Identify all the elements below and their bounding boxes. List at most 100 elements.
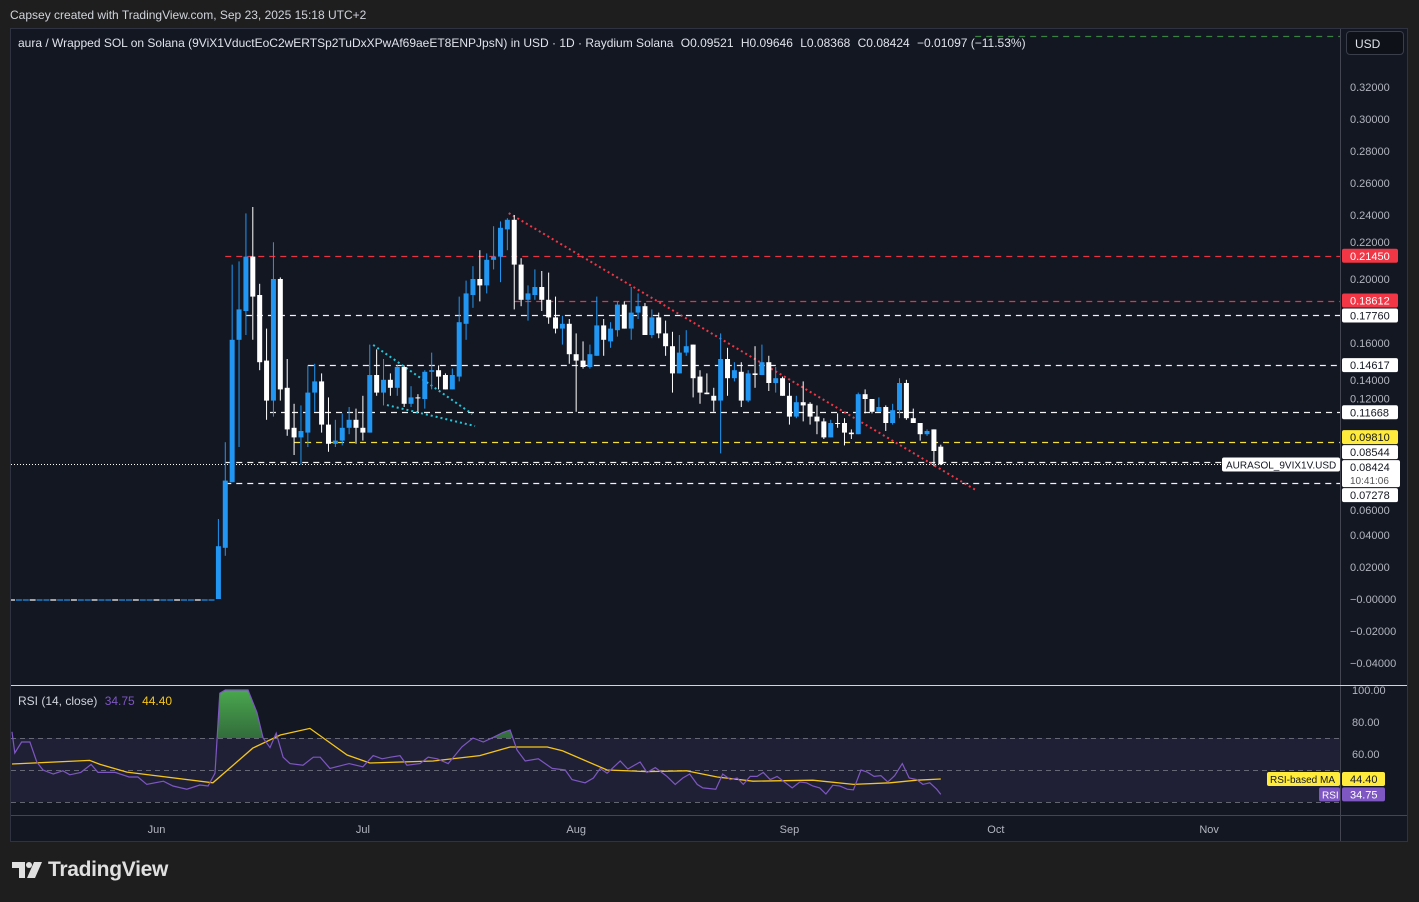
ohlc-change: −0.01097 (−11.53%) xyxy=(917,36,1026,50)
rsi-ma-name-bg xyxy=(1267,771,1340,786)
candle-body xyxy=(504,219,510,230)
candle-body xyxy=(780,378,786,396)
candle-body xyxy=(862,394,868,399)
candle-body xyxy=(394,367,400,388)
logo-text: TradingView xyxy=(48,858,169,881)
ohlc-close: C0.08424 xyxy=(857,36,910,50)
level-price-label: 0.21450 xyxy=(1350,251,1390,263)
candle-body xyxy=(470,279,476,295)
rsi-tick-label: 80.00 xyxy=(1352,717,1380,729)
candle-body xyxy=(855,394,861,435)
candle-body xyxy=(229,339,235,483)
candle-body xyxy=(738,371,744,401)
price-tick-label: −0.02000 xyxy=(1350,626,1396,638)
candle-body xyxy=(401,367,407,404)
price-labels: 0.21450 0.18612 0.17760 0.14617 0.11668 0.098… xyxy=(1222,248,1400,802)
price-tick-label: 0.26000 xyxy=(1350,178,1390,190)
candle-body xyxy=(704,392,710,395)
symbol-title[interactable]: aura / Wrapped SOL on Solana (9ViX1Vduct… xyxy=(18,36,674,50)
candle-body xyxy=(725,359,731,379)
price-tick-label: 0.02000 xyxy=(1350,562,1390,574)
candle-body xyxy=(828,423,834,438)
candle-body xyxy=(931,429,937,451)
price-tick-label: 0.14000 xyxy=(1350,375,1390,387)
rsi-ma-line xyxy=(11,727,941,786)
candle-body xyxy=(236,309,242,340)
rsi-legend-value: 34.75 xyxy=(104,694,135,708)
candle-body xyxy=(814,416,820,422)
candle-body xyxy=(759,362,765,375)
candle-body xyxy=(257,295,263,363)
cyan-trendline xyxy=(386,404,476,428)
candle-body xyxy=(766,362,772,383)
candle-body xyxy=(243,256,249,311)
candle-body xyxy=(938,446,944,465)
rsi-value-bg xyxy=(1342,787,1385,802)
candle-body xyxy=(752,373,758,375)
horizontal-levels xyxy=(11,35,1340,485)
candle-body xyxy=(353,419,359,428)
rsi-ma-name: RSI-based MA xyxy=(1270,775,1335,786)
candle-body xyxy=(408,397,414,404)
candle-body xyxy=(511,219,517,265)
candle-body xyxy=(841,423,847,433)
candle-body xyxy=(415,397,421,399)
level-price-label-bg xyxy=(1342,358,1398,373)
candle-body xyxy=(601,325,607,340)
candle-body xyxy=(800,402,806,406)
candle-body xyxy=(277,279,283,390)
rsi-ma-legend-value: 44.40 xyxy=(142,694,173,708)
candle-body xyxy=(374,375,380,393)
candle-body xyxy=(821,421,827,438)
candle-body xyxy=(497,227,503,257)
candle-body xyxy=(532,287,538,295)
rsi-name: RSI xyxy=(1322,790,1339,801)
rsi-name-bg xyxy=(1319,787,1340,802)
candle-body xyxy=(683,346,689,353)
level-price-label-bg xyxy=(1342,430,1398,445)
candle-body xyxy=(573,354,579,361)
candle-body xyxy=(387,379,393,388)
candle-body xyxy=(305,392,311,433)
tradingview-logo[interactable]: TradingView xyxy=(12,858,168,882)
candle-body xyxy=(442,375,448,390)
rsi-value: 34.75 xyxy=(1350,789,1378,801)
ohlc-open: O0.09521 xyxy=(680,36,734,50)
rsi-line xyxy=(11,689,942,795)
candle-body xyxy=(608,328,614,342)
time-axis[interactable]: Jun Jul Aug Sep Oct Nov xyxy=(148,824,1220,836)
candle-body xyxy=(848,432,854,435)
candle-body xyxy=(222,480,228,548)
currency-button[interactable]: USD xyxy=(1346,31,1404,55)
candle-body xyxy=(924,431,930,435)
price-tick-label: 0.24000 xyxy=(1350,210,1390,222)
level-price-label-bg xyxy=(1342,248,1398,263)
level-price-label: 0.17760 xyxy=(1350,311,1390,323)
time-tick-label: Jun xyxy=(148,824,166,836)
candle-body xyxy=(773,378,779,383)
candle-body xyxy=(690,344,696,379)
candle-body xyxy=(711,395,717,401)
candle-body xyxy=(546,299,552,318)
candle-body xyxy=(697,376,703,393)
time-tick-label: Oct xyxy=(987,824,1004,836)
candle-body xyxy=(346,419,352,428)
candle-body xyxy=(656,317,662,334)
time-tick-label: Jul xyxy=(356,824,370,836)
candle-body xyxy=(718,359,724,401)
level-price-label: 0.14617 xyxy=(1350,360,1390,372)
price-tick-label: 0.06000 xyxy=(1350,505,1390,517)
rsi-pane xyxy=(11,689,1340,803)
price-axis[interactable]: 0.32000 0.30000 0.28000 0.26000 0.24000 0.220… xyxy=(1350,82,1396,761)
ohlc-high: H0.09646 xyxy=(740,36,793,50)
candle-body xyxy=(553,317,559,329)
price-tick-label: 0.22000 xyxy=(1350,237,1390,249)
rsi-title[interactable]: RSI (14, close) xyxy=(18,694,98,708)
candle-body xyxy=(876,407,882,412)
level-price-label: 0.07278 xyxy=(1350,490,1390,502)
candle-body xyxy=(642,306,648,335)
candle-body xyxy=(745,373,751,401)
candle-body xyxy=(312,381,318,393)
candle-body xyxy=(917,423,923,435)
